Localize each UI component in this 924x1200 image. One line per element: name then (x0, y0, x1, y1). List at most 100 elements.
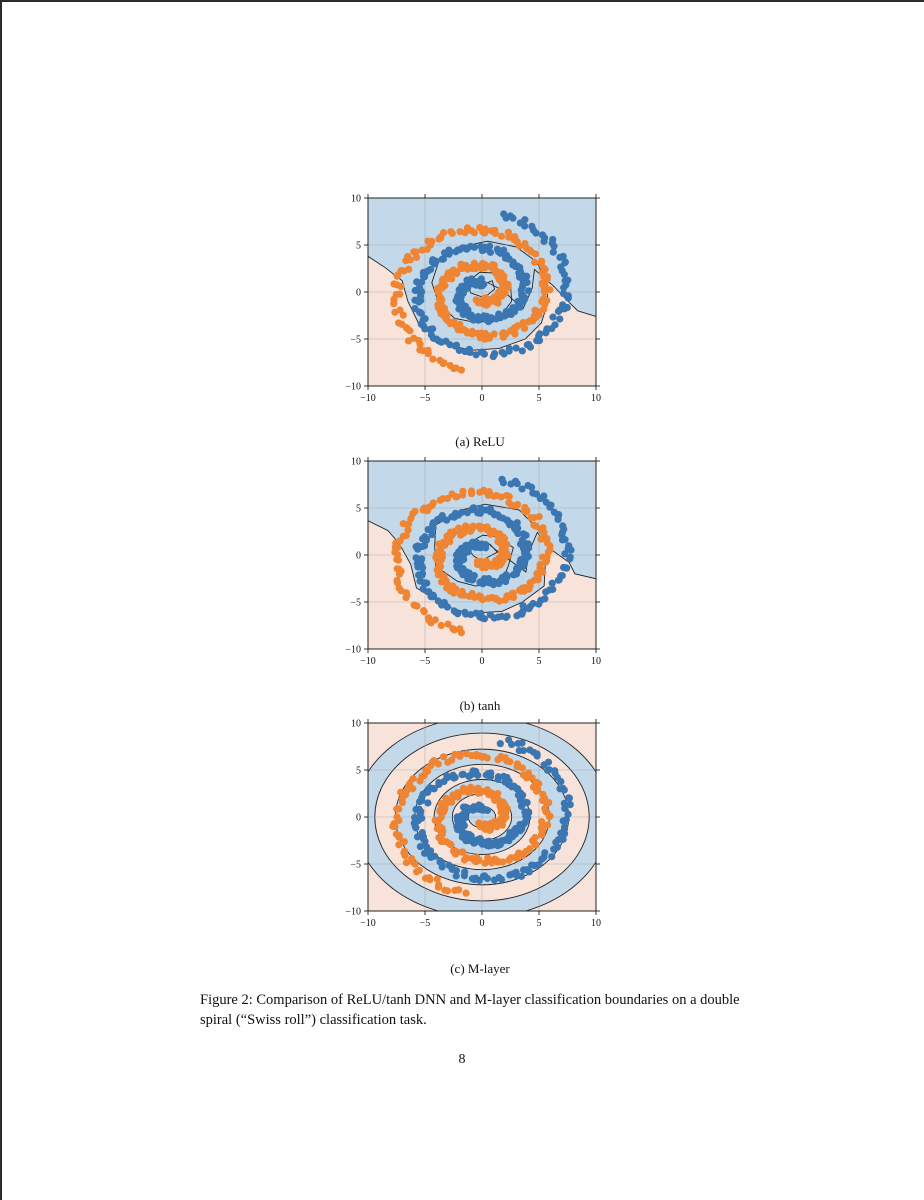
point-orange (433, 875, 441, 883)
point-orange (456, 750, 464, 759)
point-blue (480, 350, 488, 358)
x-tick-label: 10 (591, 918, 601, 929)
point-orange (449, 791, 457, 799)
point-blue (490, 349, 499, 358)
ticks: −10−10 −5 −5 0 0 5 5 10 10 (345, 457, 601, 668)
point-orange (402, 257, 410, 265)
point-orange (546, 286, 554, 294)
point-orange (401, 851, 409, 860)
point-orange (457, 366, 466, 374)
y-tick-label: 0 (356, 551, 361, 562)
point-blue (416, 798, 424, 806)
point-blue (549, 248, 557, 256)
point-blue (517, 872, 526, 880)
point-orange (458, 491, 467, 499)
point-blue (465, 772, 473, 781)
point-orange (434, 883, 442, 891)
point-blue (454, 610, 462, 618)
point-blue (466, 348, 474, 357)
point-orange (444, 269, 452, 277)
point-blue (501, 778, 509, 786)
point-blue (559, 522, 567, 530)
point-orange (394, 556, 403, 564)
x-tick-label: 0 (480, 656, 485, 667)
point-blue (512, 868, 520, 876)
x-tick-label: 5 (537, 393, 542, 404)
point-orange (398, 798, 407, 807)
y-tick-label: −5 (350, 598, 361, 609)
point-blue (519, 866, 528, 874)
point-orange (459, 848, 467, 856)
x-tick-label: −10 (360, 918, 376, 929)
point-orange (474, 789, 482, 797)
point-orange (543, 273, 551, 281)
point-orange (409, 775, 417, 783)
point-blue (529, 226, 538, 234)
point-blue (556, 785, 564, 793)
point-orange (478, 264, 486, 272)
point-orange (504, 228, 512, 236)
point-blue (556, 253, 564, 261)
point-orange (390, 280, 398, 288)
point-blue (414, 545, 422, 553)
point-blue (545, 766, 553, 774)
point-orange (501, 330, 510, 339)
figure-caption: Figure 2: Comparison of ReLU/tanh DNN an… (200, 992, 740, 1028)
y-tick-label: 0 (356, 288, 361, 299)
point-blue (496, 740, 504, 748)
subcaption-relu: (a) ReLU (455, 434, 505, 449)
plot-mlayer-svg: −10−10 −5 −5 0 0 5 5 10 10 (345, 719, 601, 930)
point-blue (452, 867, 460, 875)
point-orange (500, 800, 508, 808)
point-orange (448, 229, 456, 237)
point-blue (477, 242, 485, 251)
point-blue (519, 530, 527, 538)
data-points (389, 736, 574, 897)
point-orange (395, 841, 403, 849)
point-blue (512, 344, 520, 352)
point-orange (455, 886, 463, 894)
point-orange (537, 535, 545, 543)
x-tick-label: −10 (360, 393, 376, 404)
point-orange (462, 750, 471, 758)
point-blue (514, 297, 522, 306)
point-blue (564, 276, 572, 284)
point-blue (444, 773, 452, 781)
point-orange (397, 282, 405, 291)
point-blue (452, 248, 460, 256)
point-blue (541, 849, 549, 857)
point-blue (472, 351, 480, 359)
y-tick-label: 0 (356, 813, 361, 824)
point-blue (549, 235, 557, 244)
point-blue (500, 837, 508, 845)
point-blue (524, 481, 532, 490)
point-blue (419, 564, 427, 572)
point-orange (419, 347, 427, 355)
x-tick-label: 5 (537, 656, 542, 667)
point-orange (475, 819, 483, 827)
point-blue (560, 284, 568, 292)
y-tick-label: 10 (351, 457, 361, 468)
point-orange (490, 330, 498, 338)
point-orange (443, 887, 452, 895)
y-tick-label: −10 (345, 382, 361, 393)
point-orange (410, 248, 418, 256)
point-orange (514, 322, 522, 330)
point-blue (561, 804, 569, 813)
decision-boundary (368, 240, 596, 351)
point-orange (534, 572, 542, 581)
point-orange (473, 853, 481, 862)
point-blue (455, 346, 463, 355)
point-orange (456, 228, 464, 236)
point-orange (521, 239, 529, 248)
page-border-left (0, 0, 2, 1200)
point-blue (490, 578, 498, 586)
point-blue (480, 615, 489, 623)
point-blue (494, 773, 502, 781)
point-blue (513, 564, 521, 572)
point-blue (536, 330, 544, 338)
point-blue (421, 315, 429, 323)
point-orange (506, 758, 514, 766)
point-blue (415, 298, 423, 306)
point-orange (520, 324, 529, 332)
